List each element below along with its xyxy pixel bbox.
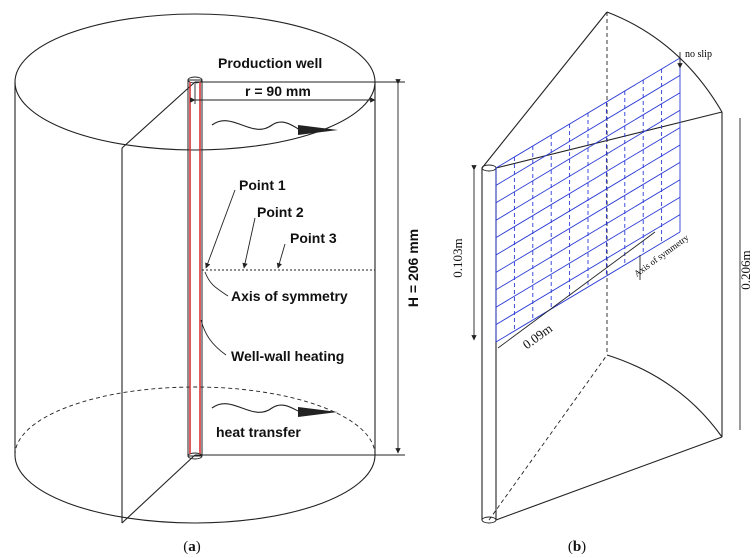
mesh-row-line bbox=[495, 127, 681, 238]
radius-label: r = 90 mm bbox=[245, 83, 311, 99]
height-label: H = 206 mm bbox=[405, 229, 421, 307]
point-2-leader bbox=[242, 217, 256, 269]
prism-bottom-front bbox=[495, 436, 723, 521]
mesh-grid bbox=[495, 57, 681, 343]
well-wall-heating-label: Well-wall heating bbox=[231, 348, 344, 364]
production-well-label: Production well bbox=[218, 55, 322, 71]
mesh-row-line bbox=[495, 162, 681, 273]
mesh-row-line bbox=[495, 196, 681, 308]
prism-top-arc bbox=[606, 11, 723, 113]
well-bottom-cap bbox=[187, 452, 203, 460]
point-3-leader bbox=[276, 243, 286, 269]
heat-wave-bottom bbox=[211, 403, 301, 413]
well-b-top-cap bbox=[481, 164, 497, 172]
well-b-bottom-cap bbox=[481, 516, 497, 524]
wedge-top-edge bbox=[121, 81, 196, 149]
panel-a: Production well r = 90 mm H = 206 mm Poi… bbox=[14, 13, 421, 555]
cylinder-bottom-back-arc bbox=[14, 386, 376, 456]
heat-arrow-head-top bbox=[298, 125, 338, 135]
mesh-row-line bbox=[495, 231, 681, 343]
point-1-leader bbox=[205, 189, 236, 269]
point-1-label: Point 1 bbox=[239, 177, 286, 193]
mesh-row-line bbox=[495, 92, 681, 204]
point-3-label: Point 3 bbox=[290, 230, 337, 246]
production-well-tube bbox=[187, 79, 203, 457]
total-height-label: 0.206m bbox=[738, 250, 753, 289]
no-slip-label: no slip bbox=[685, 49, 712, 60]
prism-mid-top-edge bbox=[495, 111, 723, 169]
axis-of-symmetry-label: Axis of symmetry bbox=[231, 288, 348, 304]
prism-top-left-edge bbox=[481, 11, 608, 169]
well-wall-heating-leader bbox=[200, 319, 227, 356]
panel-b: 0.103m 0.09m Axis of symmetry no slip 0.… bbox=[450, 11, 753, 555]
cylinder-bottom-front-arc bbox=[14, 454, 376, 524]
well-top-cap bbox=[187, 76, 203, 84]
prism-bottom-back-dashed bbox=[488, 354, 608, 521]
width-b-label: 0.09m bbox=[520, 321, 555, 352]
heat-transfer-label: heat transfer bbox=[216, 424, 301, 440]
axis-of-symmetry-leader bbox=[204, 271, 229, 297]
panel-b-caption: (b) bbox=[568, 539, 586, 555]
heat-arrow-head-bottom bbox=[298, 407, 338, 417]
height-b-label: 0.103m bbox=[450, 238, 465, 277]
wedge-bottom-edge bbox=[121, 454, 196, 524]
prism-bottom-arc bbox=[606, 354, 723, 438]
heat-wave-top bbox=[211, 120, 301, 131]
point-2-label: Point 2 bbox=[257, 204, 304, 220]
width-b-dim-line bbox=[497, 231, 656, 349]
panel-a-caption: (a) bbox=[183, 539, 201, 555]
